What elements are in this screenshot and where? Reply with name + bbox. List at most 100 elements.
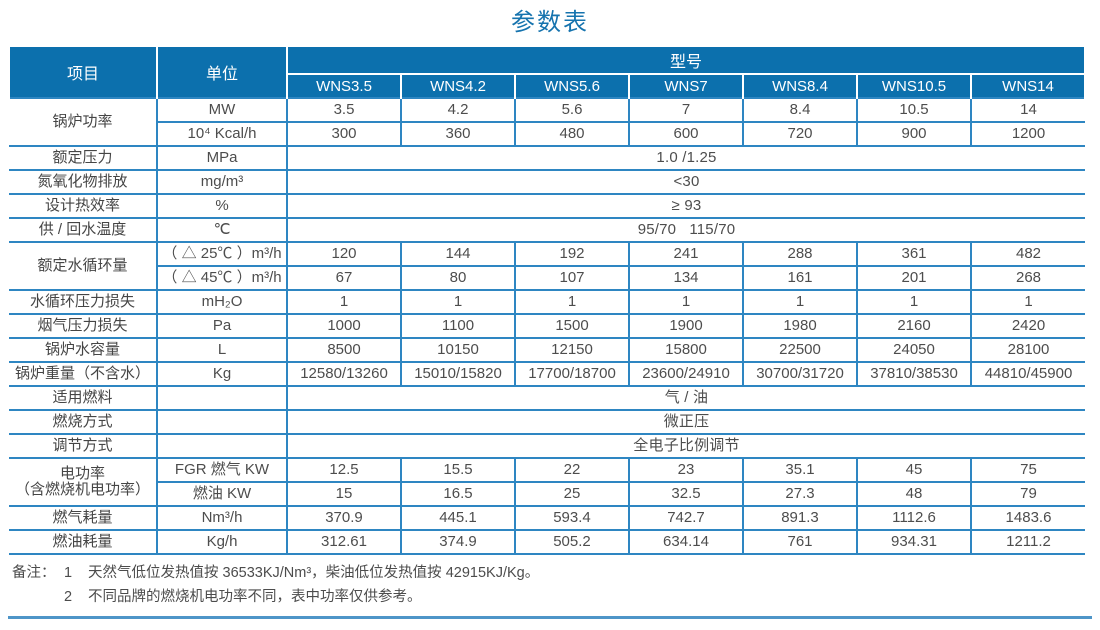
table-header: 项目 单位 型号 WNS3.5 WNS4.2 WNS5.6 WNS7 WNS8.4 WNS…: [8, 45, 1086, 98]
note-text: 天然气低位发热值按 36533KJ/Nm³，柴油低位发热值按 42915KJ/K…: [88, 565, 540, 581]
value-cell: 15: [286, 481, 402, 507]
page-title: 参数表: [511, 9, 589, 36]
value-cell: 482: [970, 241, 1085, 267]
table-row: 锅炉功率 MW 3.5 4.2 5.6 7 8.4 10.5 14: [9, 97, 1085, 147]
unit-cell: MW: [156, 97, 288, 123]
value-cell: 1: [856, 289, 972, 315]
row-label: 调节方式: [9, 433, 158, 459]
unit-cell: %: [156, 193, 288, 219]
table-row: 烟气压力损失 Pa 1000 1100 1500 1900 1980 2160 2420: [9, 313, 1085, 339]
value-cell: 24050: [856, 337, 972, 363]
value-cell: 12150: [514, 337, 630, 363]
model-column-header: WNS14: [970, 73, 1086, 98]
value-cell: 761: [742, 529, 858, 555]
value-cell: 23: [628, 457, 744, 483]
row-label: 锅炉功率: [9, 97, 158, 147]
value-cell: 201: [856, 265, 972, 291]
value-cell: 1211.2: [970, 529, 1085, 555]
value-cell: 67: [286, 265, 402, 291]
merged-value-cell: 气 / 油: [286, 385, 1085, 411]
value-cell: 120: [286, 241, 402, 267]
unit-cell: mg/m³: [156, 169, 288, 195]
merged-value-cell: 95/70 115/70: [286, 217, 1085, 243]
value-cell: 1: [970, 289, 1085, 315]
model-column-header: WNS8.4: [742, 73, 858, 98]
value-cell: 720: [742, 121, 858, 147]
value-cell: 10.5: [856, 97, 972, 123]
value-cell: 8.4: [742, 97, 858, 123]
table-row: 供 / 回水温度 ℃ 95/70 115/70: [9, 217, 1085, 243]
value-cell: 48: [856, 481, 972, 507]
value-cell: 4.2: [400, 97, 516, 123]
value-cell: 23600/24910: [628, 361, 744, 387]
value-cell: 1: [286, 289, 402, 315]
value-cell: 288: [742, 241, 858, 267]
value-cell: 17700/18700: [514, 361, 630, 387]
notes: 备注： 1 天然气低位发热值按 36533KJ/Nm³，柴油低位发热值按 429…: [12, 565, 540, 614]
row-label: 水循环压力损失: [9, 289, 158, 315]
value-cell: 900: [856, 121, 972, 147]
value-cell: 1483.6: [970, 505, 1085, 531]
unit-cell: Pa: [156, 313, 288, 339]
value-cell: 80: [400, 265, 516, 291]
value-cell: 7: [628, 97, 744, 123]
merged-value-cell: 1.0 /1.25: [286, 145, 1085, 171]
unit-cell: FGR 燃气 KW: [156, 457, 288, 483]
value-cell: 8500: [286, 337, 402, 363]
table-row: 燃烧方式 微正压: [9, 409, 1085, 435]
value-cell: 161: [742, 265, 858, 291]
table-row: 设计热效率% ≥ 93: [9, 193, 1085, 219]
value-cell: 505.2: [514, 529, 630, 555]
unit-cell: L: [156, 337, 288, 363]
value-cell: 79: [970, 481, 1085, 507]
col-header-unit: 单位: [156, 45, 288, 98]
note-number: 2: [64, 588, 73, 605]
value-cell: 45: [856, 457, 972, 483]
table-row: 氮氧化物排放 mg/m³ <30: [9, 169, 1085, 195]
table-row: 额定压力 MPa 1.0 /1.25: [9, 145, 1085, 171]
unit-cell: [156, 409, 288, 435]
value-cell: 891.3: [742, 505, 858, 531]
value-cell: 634.14: [628, 529, 744, 555]
table-row: （ △ 45℃ ）m³/h 67 80 107 134 161 201 268: [9, 265, 1085, 291]
model-column-header: WNS7: [628, 73, 744, 98]
merged-value-cell: <30: [286, 169, 1085, 195]
merged-value-cell: ≥ 93: [286, 193, 1085, 219]
value-cell: 934.31: [856, 529, 972, 555]
row-label: 适用燃料: [9, 385, 158, 411]
value-cell: 5.6: [514, 97, 630, 123]
value-cell: 593.4: [514, 505, 630, 531]
model-column-header: WNS5.6: [514, 73, 630, 98]
value-cell: 12.5: [286, 457, 402, 483]
value-cell: 1200: [970, 121, 1085, 147]
value-cell: 1900: [628, 313, 744, 339]
table-row: 水循环压力损失 mH₂O 1 1 1 1 1 1 1: [9, 289, 1085, 315]
unit-cell: （ △ 25℃ ）m³/h: [156, 241, 288, 267]
note-item: 2 不同品牌的燃烧机电功率不同，表中功率仅供参考。: [64, 588, 539, 606]
value-cell: 15800: [628, 337, 744, 363]
model-column-header: WNS3.5: [286, 73, 402, 98]
model-column-header: WNS10.5: [856, 73, 972, 98]
value-cell: 361: [856, 241, 972, 267]
value-cell: 144: [400, 241, 516, 267]
value-cell: 1: [628, 289, 744, 315]
value-cell: 30700/31720: [742, 361, 858, 387]
value-cell: 28100: [970, 337, 1085, 363]
table-body: 锅炉功率 MW 3.5 4.2 5.6 7 8.4 10.5 14 10⁴ Kcal/h 300 36…: [9, 97, 1085, 555]
value-cell: 35.1: [742, 457, 858, 483]
row-label: 烟气压力损失: [9, 313, 158, 339]
table-row: 电功率 （含燃烧机电功率） FGR 燃气 KW 12.5 15.5 22 23 35.1 45…: [9, 457, 1085, 507]
unit-cell: Nm³/h: [156, 505, 288, 531]
value-cell: 1100: [400, 313, 516, 339]
value-cell: 370.9: [286, 505, 402, 531]
value-cell: 300: [286, 121, 402, 147]
value-cell: 312.61: [286, 529, 402, 555]
value-cell: 742.7: [628, 505, 744, 531]
value-cell: 1000: [286, 313, 402, 339]
value-cell: 445.1: [400, 505, 516, 531]
value-cell: 14: [970, 97, 1085, 123]
value-cell: 1: [400, 289, 516, 315]
table-row: 燃气耗量 Nm³/h 370.9 445.1 593.4 742.7 891.3 1112.6…: [9, 505, 1085, 531]
value-cell: 1: [742, 289, 858, 315]
row-label: 燃气耗量: [9, 505, 158, 531]
